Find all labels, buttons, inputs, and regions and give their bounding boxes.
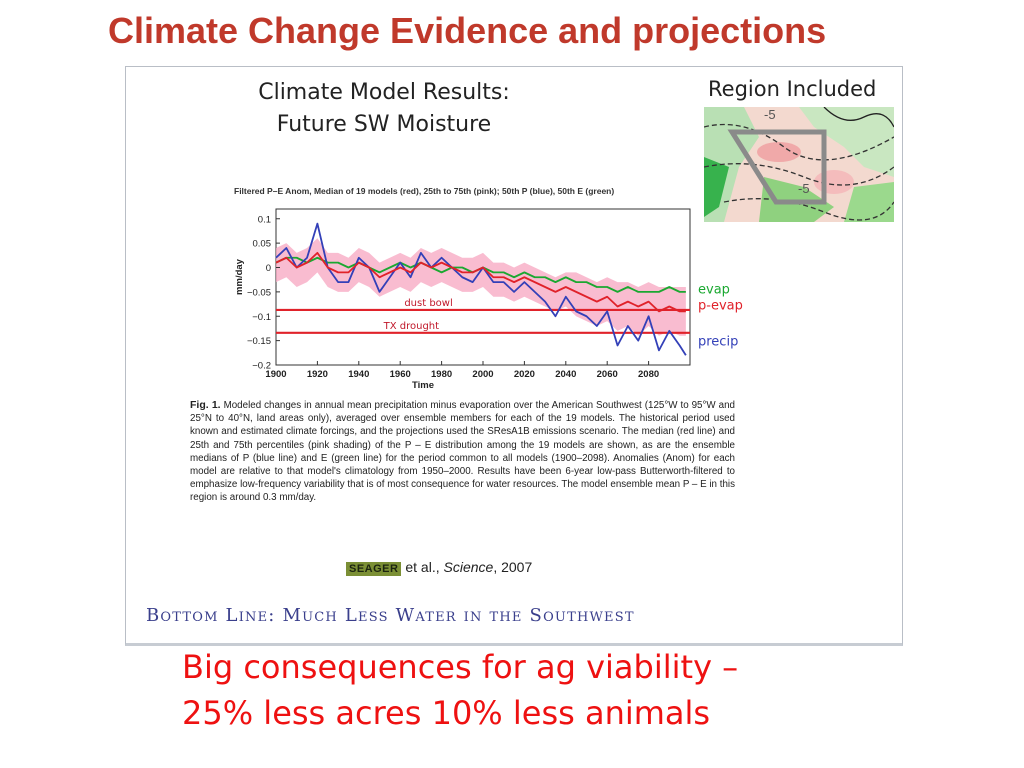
x-tick-label-9: 2080 [638,369,659,380]
y-tick-label-1: 0.05 [253,239,272,250]
band-25-75 [276,238,686,336]
slide-title: Climate Change Evidence and projections [108,10,827,51]
figure-panel: Climate Model Results: Future SW Moistur… [125,66,903,646]
x-tick-label-3: 1960 [390,369,411,380]
x-tick-label-8: 2060 [597,369,618,380]
citation-author: SEAGER [346,562,402,576]
pe-anomaly-chart: dust bowl TX drought 0.1 0.05 0 −0.05 −0.1 −0.1… [234,208,743,391]
x-tick-label-7: 2040 [555,369,576,380]
bottom-line-statement: Bottom Line: Much Less Water in the Sout… [146,605,635,626]
y-tick-label-2: 0 [266,263,271,274]
legend-label-evap: evap [698,282,730,297]
region-contour-label-top: -5 [764,107,776,122]
citation-rest: et al., [401,559,444,575]
figure-heading-line1: Climate Model Results: [258,80,510,105]
region-map: -5 -5 [704,107,894,222]
legend-label-p-evap: p-evap [698,299,743,314]
y-tick-label-0: 0.1 [258,214,271,225]
x-tick-label-2: 1940 [348,369,369,380]
figure-caption-text: Modeled changes in annual mean precipita… [190,400,735,504]
region-included-label: Region Included [708,77,877,101]
conclusion-line1: Big consequences for ag viability – [182,648,739,686]
x-tick-label-6: 2020 [514,369,535,380]
figure-heading-line2: Future SW Moisture [276,112,492,137]
citation-year: , 2007 [493,559,533,575]
y-tick-label-6: −0.2 [252,361,271,372]
y-axis-label: mm/day [234,258,245,295]
figure-caption: Fig. 1. Modeled changes in annual mean p… [190,399,735,505]
region-contour-label-box: -5 [798,181,810,196]
conclusion: Big consequences for ag viability – 25% … [182,644,882,736]
reference-line-label-0: dust bowl [404,298,452,309]
x-tick-label-4: 1980 [431,369,452,380]
legend-label-precip: precip [698,335,738,350]
y-tick-label-5: −0.15 [247,336,271,347]
figure-heading: Climate Model Results: Future SW Moistur… [204,77,564,141]
citation-journal: Science [443,559,494,575]
x-tick-label-1: 1920 [307,369,328,380]
reference-line-label-1: TX drought [383,321,440,332]
x-axis-label: Time [412,380,434,391]
citation: SEAGER et al., Science, 2007 [346,559,533,576]
figure-caption-label: Fig. 1. [190,399,221,411]
conclusion-line2: 25% less acres 10% less animals [182,694,711,732]
series-line-p-evap [275,251,686,313]
y-tick-label-3: −0.05 [247,287,271,298]
y-tick-label-4: −0.1 [252,312,271,323]
plot-title: Filtered P–E Anom, Median of 19 models (… [234,186,615,196]
x-tick-label-5: 2000 [472,369,493,380]
x-tick-label-0: 1900 [265,369,286,380]
